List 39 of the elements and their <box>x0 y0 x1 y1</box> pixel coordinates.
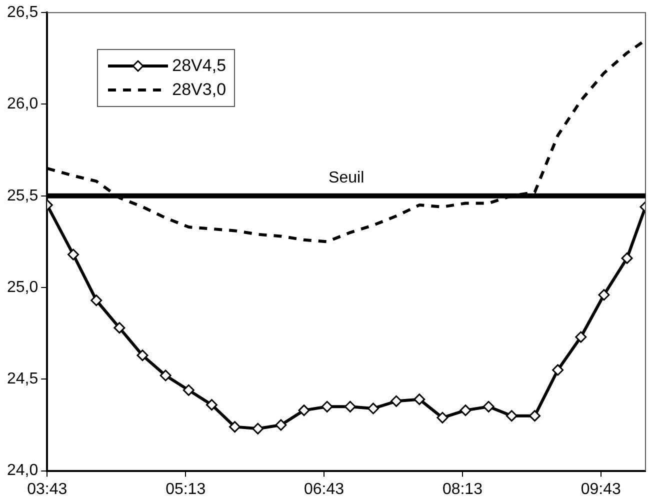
point <box>344 400 356 412</box>
point <box>182 384 194 396</box>
point <box>68 248 80 260</box>
y-tick-label: 25,5 <box>7 187 38 204</box>
y-tick-label: 25,0 <box>7 278 38 296</box>
point <box>160 370 172 382</box>
point <box>275 419 287 431</box>
point <box>506 410 518 422</box>
x-tick-label: 08:13 <box>442 480 483 498</box>
point <box>621 252 633 264</box>
point <box>321 400 333 412</box>
y-tick-label: 24,5 <box>7 370 38 388</box>
point <box>136 350 148 362</box>
y-tick-label: 26,5 <box>7 4 38 22</box>
legend-label: 28V3,0 <box>172 78 226 101</box>
legend-label: 28V4,5 <box>172 54 226 77</box>
point <box>575 331 587 343</box>
x-tick-label: 06:43 <box>304 480 344 498</box>
point <box>206 399 218 411</box>
point <box>390 395 402 407</box>
y-tick-label: 26,0 <box>7 96 38 113</box>
point <box>460 404 472 416</box>
point <box>414 394 426 406</box>
point <box>90 294 102 306</box>
ref-line-label: Seuil <box>328 169 364 186</box>
point <box>229 421 241 433</box>
point <box>298 404 310 416</box>
point <box>252 422 264 434</box>
x-tick-label: 09:43 <box>580 480 622 498</box>
point <box>367 402 379 414</box>
point <box>114 322 126 334</box>
point <box>598 289 610 301</box>
x-tick-label: 03:43 <box>27 480 68 498</box>
point <box>482 400 494 412</box>
point <box>436 412 448 424</box>
x-tick-label: 05:13 <box>166 480 206 498</box>
point <box>529 410 540 422</box>
y-tick-label: 24,0 <box>7 462 38 480</box>
point <box>552 364 564 376</box>
